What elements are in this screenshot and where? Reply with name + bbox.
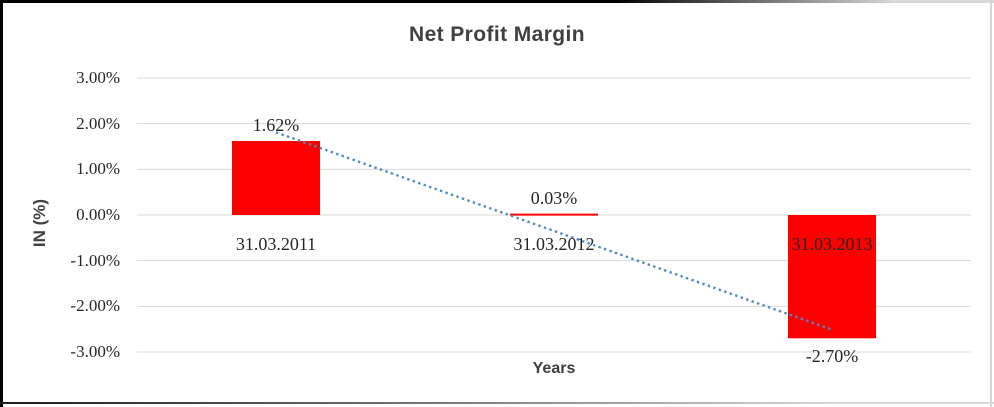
bar-31.03.2013[interactable] — [788, 215, 876, 339]
y-tick-label: -1.00% — [70, 250, 120, 270]
y-tick-label: 1.00% — [76, 159, 120, 179]
y-tick-label: -3.00% — [70, 342, 120, 361]
x-axis-title: Years — [532, 360, 576, 377]
category-label: 31.03.2013 — [791, 234, 873, 254]
bar-31.03.2011[interactable] — [232, 141, 320, 215]
frame-border-bottom — [0, 402, 994, 404]
frame-border-left — [0, 0, 3, 407]
data-label: 0.03% — [530, 187, 578, 208]
trendline[interactable] — [275, 131, 833, 331]
chart-title: Net Profit Margin — [409, 23, 585, 46]
y-tick-label: 0.00% — [76, 205, 120, 224]
frame-border-right — [990, 0, 992, 407]
category-label: 31.03.2011 — [235, 234, 317, 254]
frame-border-top — [0, 0, 994, 3]
data-label: 1.62% — [252, 115, 300, 136]
y-tick-label: -2.00% — [70, 296, 120, 316]
y-tick-label: 3.00% — [76, 68, 120, 87]
data-label: -2.70% — [805, 346, 859, 367]
y-tick-label: 2.00% — [76, 113, 120, 133]
bar-31.03.2012[interactable] — [510, 213, 598, 216]
category-label: 31.03.2012 — [513, 234, 595, 254]
